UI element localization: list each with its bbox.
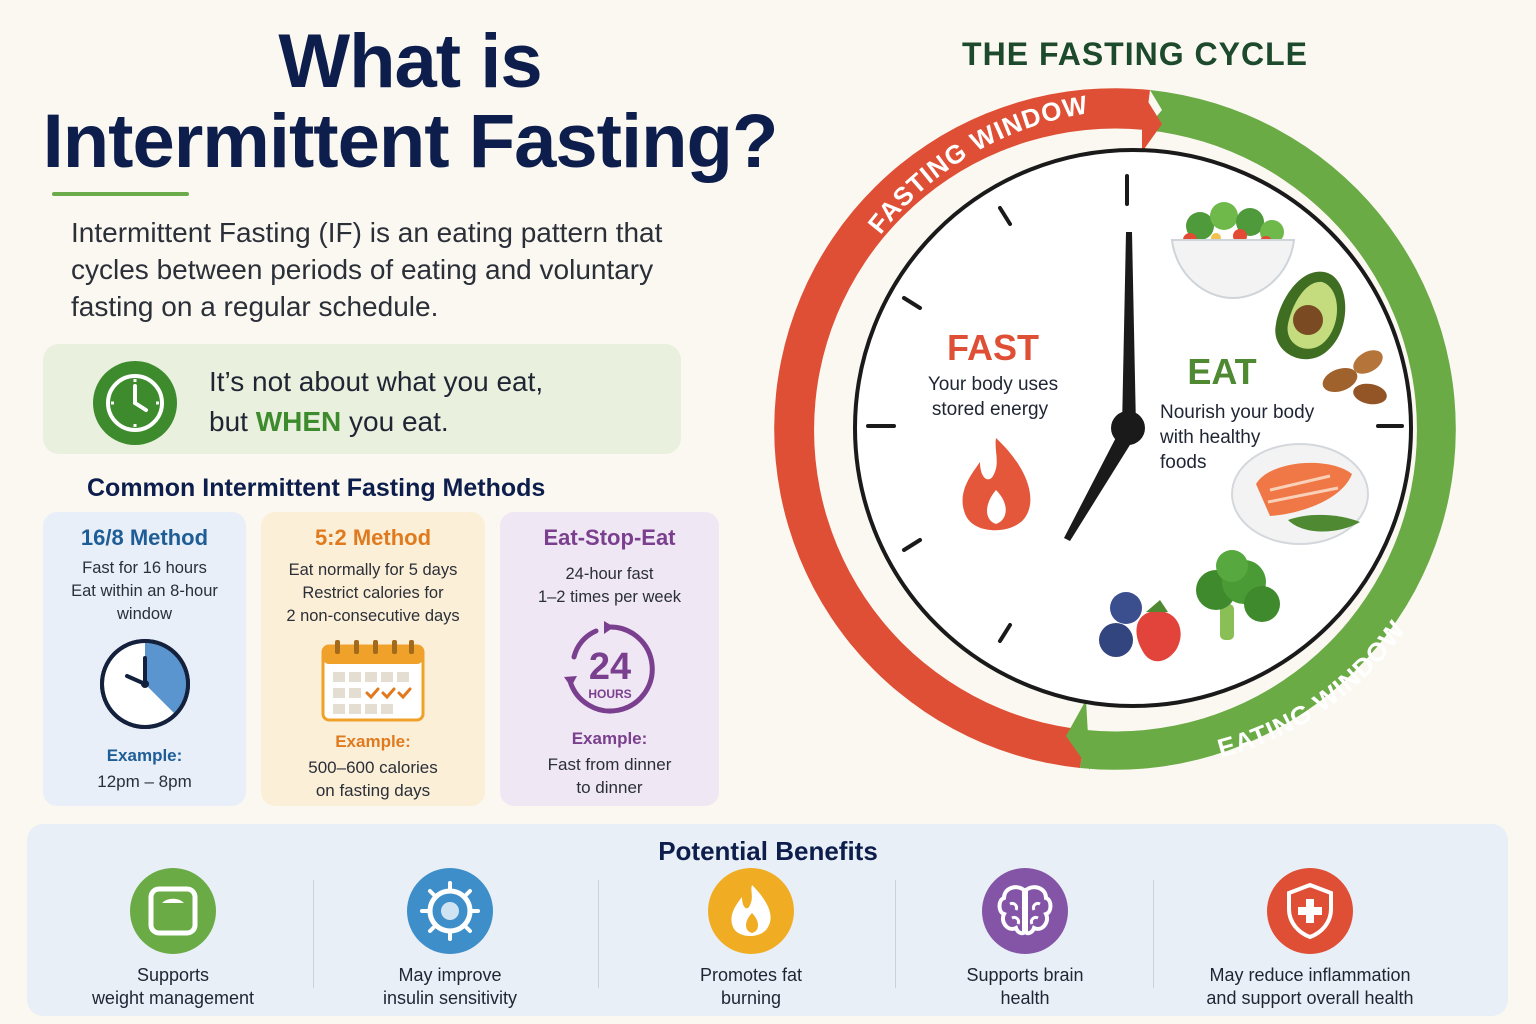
method-card-5-2: 5:2 Method Eat normally for 5 days Restr…: [261, 512, 485, 806]
flame-icon: [708, 868, 794, 954]
avocado-icon: [1275, 271, 1346, 360]
method-line: Fast for 16 hours: [82, 559, 207, 577]
salmon-icon: [1231, 443, 1369, 545]
example-value: 500–600 calories: [308, 758, 438, 777]
example-value: to dinner: [576, 778, 643, 797]
benefits-heading: Potential Benefits: [658, 836, 878, 866]
benefit-text: May reduce inflammation: [1209, 965, 1411, 985]
example-label: Example:: [106, 746, 183, 765]
example-value: Fast from dinner: [547, 755, 672, 774]
benefit-text: insulin sensitivity: [382, 988, 518, 1008]
page-title: What is Intermittent Fasting?: [30, 22, 790, 182]
divider: [598, 880, 599, 988]
example-label: Example:: [335, 732, 411, 751]
cycle-title: THE FASTING CYCLE: [962, 36, 1308, 72]
fast-desc-line: Your body uses: [928, 374, 1058, 395]
method-line: 1–2 times per week: [537, 588, 682, 606]
clock-ticks: [866, 174, 1404, 643]
title-line-2: Intermittent Fasting?: [42, 99, 779, 184]
benefit-item-inflammation: May reduce inflammation and support over…: [1180, 868, 1440, 1010]
benefit-text: May improve: [398, 965, 502, 985]
callout-text: It’s not about what you eat, but WHEN yo…: [209, 362, 669, 442]
calendar-icon: [321, 640, 425, 722]
benefit-item-fat-burning: Promotes fat burning: [650, 868, 852, 1010]
title-line-1: What is: [278, 19, 542, 104]
24-hours-icon: 24 HOURS: [563, 621, 655, 714]
arc-arrow: [1142, 92, 1162, 152]
divider: [313, 880, 314, 988]
eat-label: EAT: [1187, 351, 1256, 392]
callout-line-1: It’s not about what you eat,: [209, 366, 544, 397]
eat-desc-line: foods: [1160, 452, 1206, 473]
intro-paragraph: Intermittent Fasting (IF) is an eating p…: [71, 217, 663, 322]
divider: [895, 880, 896, 988]
flame-inner: [987, 490, 1006, 524]
method-line: Restrict calories for: [302, 584, 444, 602]
method-line: Eat normally for 5 days: [288, 561, 458, 579]
benefit-text: Supports: [136, 965, 210, 985]
berries-icon: [1099, 592, 1181, 662]
broccoli-icon: [1196, 550, 1280, 640]
example-value: 12pm – 8pm: [97, 772, 192, 791]
callout-emphasis: WHEN: [255, 406, 342, 437]
hour-hand: [1064, 422, 1138, 541]
flame-icon: [962, 438, 1031, 531]
almonds-icon: [1322, 350, 1387, 405]
icon-number: 24: [588, 646, 630, 688]
minute-hand: [1122, 232, 1136, 428]
fast-label: FAST: [947, 327, 1039, 368]
benefit-text: weight management: [91, 988, 255, 1008]
callout-pre: but: [209, 406, 256, 437]
eat-desc-line: with healthy: [1159, 427, 1261, 448]
eat-desc-line: Nourish your body: [1160, 402, 1315, 423]
method-title: Eat-Stop-Eat: [543, 525, 676, 550]
method-line: 24-hour fast: [565, 565, 654, 583]
scale-icon: [130, 868, 216, 954]
brain-icon: [982, 868, 1068, 954]
benefit-item-brain: Supports brain health: [925, 868, 1125, 1010]
method-card-16-8: 16/8 Method Fast for 16 hours Eat within…: [43, 512, 246, 806]
benefit-item-insulin: May improve insulin sensitivity: [350, 868, 550, 1010]
method-line: 2 non-consecutive days: [286, 607, 460, 625]
clock-center: [1111, 411, 1145, 445]
benefit-text: Promotes fat: [699, 965, 803, 985]
fast-desc-line: stored energy: [932, 399, 1049, 420]
example-value: on fasting days: [315, 781, 431, 800]
benefit-text: burning: [720, 988, 782, 1008]
benefit-text: Supports brain: [966, 965, 1084, 985]
arc-arrow: [1066, 700, 1090, 770]
benefit-text: and support overall health: [1206, 988, 1414, 1008]
method-line: Eat within an 8-hour: [71, 582, 218, 600]
clock-icon: [99, 639, 190, 729]
method-title: 16/8 Method: [80, 525, 209, 550]
cell-icon: [407, 868, 493, 954]
benefit-item-weight: Supports weight management: [72, 868, 274, 1010]
methods-heading: Common Intermittent Fasting Methods: [87, 474, 546, 502]
fasting-cycle-diagram: FASTING WINDOW EATING WINDOW FAST Your b…: [774, 88, 1456, 770]
icon-label: HOURS: [588, 687, 631, 701]
callout-line-2: but WHEN you eat.: [209, 402, 669, 442]
method-line: window: [116, 605, 173, 623]
benefit-text: health: [1000, 988, 1050, 1008]
divider: [1153, 880, 1154, 988]
method-card-eat-stop-eat: Eat-Stop-Eat 24-hour fast 1–2 times per …: [500, 512, 719, 806]
title-underline: [52, 192, 189, 196]
example-label: Example:: [571, 729, 648, 748]
clock-icon: [93, 361, 177, 445]
shield-icon: [1267, 868, 1353, 954]
salad-icon: [1170, 202, 1296, 300]
callout-post: you eat.: [341, 406, 449, 437]
method-title: 5:2 Method: [314, 525, 432, 550]
